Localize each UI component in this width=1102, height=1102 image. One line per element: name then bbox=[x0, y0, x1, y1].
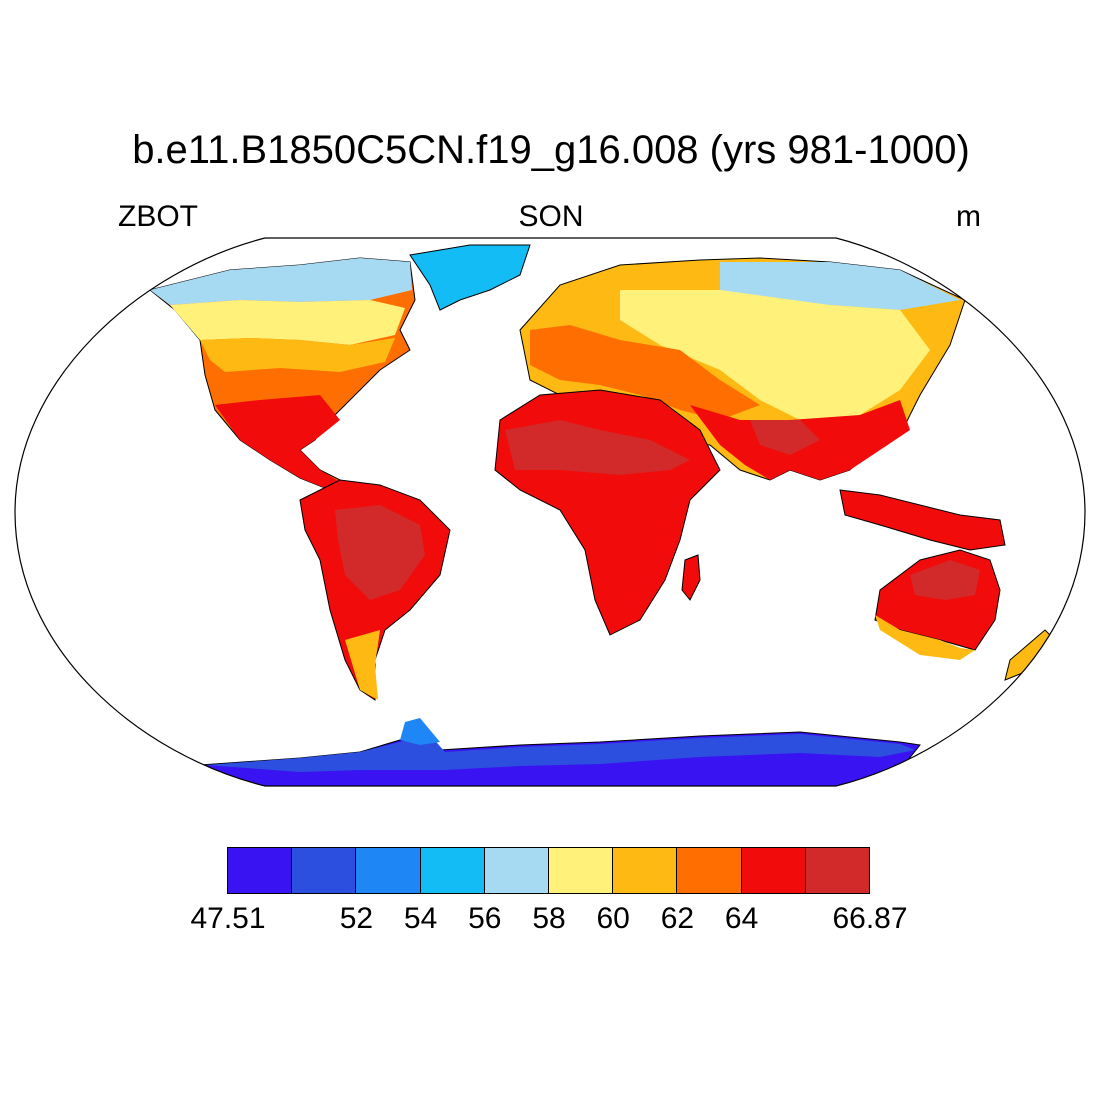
maritime-se-asia bbox=[839, 489, 1006, 551]
globe-outline bbox=[14, 237, 1086, 787]
antarctica-edge bbox=[205, 734, 915, 772]
africa-hot bbox=[505, 420, 690, 475]
north-america-cold bbox=[150, 258, 412, 305]
colorbar-box bbox=[227, 847, 293, 894]
south-asia-hot bbox=[750, 420, 820, 455]
colorbar-box bbox=[291, 847, 357, 894]
units-label: m bbox=[956, 200, 981, 233]
colorbar-tick-label: 64 bbox=[724, 902, 759, 935]
colorbar-tick-label: 66.87 bbox=[832, 902, 908, 935]
north-america-south bbox=[215, 395, 345, 490]
colorbar-box bbox=[548, 847, 614, 894]
colorbar-box bbox=[676, 847, 742, 894]
australia-south bbox=[875, 615, 975, 660]
colorbar-tick-label: 62 bbox=[660, 902, 695, 935]
season-label: SON bbox=[518, 200, 584, 233]
colorbar-tick-label: 47.51 bbox=[190, 902, 266, 935]
variable-label: ZBOT bbox=[118, 200, 198, 233]
europe-orange bbox=[530, 325, 760, 420]
colorbar-box bbox=[355, 847, 421, 894]
colorbar bbox=[227, 847, 871, 894]
central-asia-yellow bbox=[620, 290, 930, 420]
north-america-warm bbox=[200, 338, 395, 372]
colorbar-box bbox=[740, 847, 806, 894]
north-america-mid bbox=[170, 300, 405, 345]
south-america-core bbox=[335, 505, 425, 600]
colorbar-box bbox=[804, 847, 871, 894]
south-america-south bbox=[345, 630, 380, 700]
siberia-cold bbox=[720, 262, 960, 310]
colorbar-tick-label: 52 bbox=[339, 902, 374, 935]
colorbar-box bbox=[419, 847, 485, 894]
greenland bbox=[409, 244, 531, 311]
colorbar-tick-label: 56 bbox=[468, 902, 502, 935]
colorbar-box bbox=[612, 847, 678, 894]
colorbar-tick-label: 58 bbox=[532, 902, 566, 935]
australia-core bbox=[910, 560, 980, 600]
colorbar-box bbox=[483, 847, 550, 894]
colorbar-tick-label: 60 bbox=[596, 902, 630, 935]
colorbar-tick-label: 54 bbox=[403, 902, 438, 935]
madagascar bbox=[681, 554, 701, 601]
antarctic-peninsula bbox=[400, 718, 440, 745]
plot-title: b.e11.B1850C5CN.f19_g16.008 (yrs 981-100… bbox=[132, 128, 970, 172]
